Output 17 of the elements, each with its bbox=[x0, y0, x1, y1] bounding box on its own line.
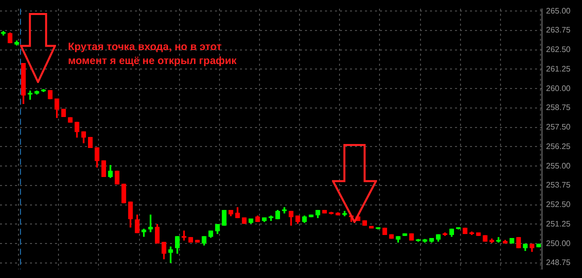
candlestick bbox=[148, 214, 153, 232]
y-tick-label: 265.00 bbox=[546, 6, 572, 16]
y-tick-label: 263.75 bbox=[546, 26, 572, 35]
y-tick-label: 260.00 bbox=[546, 84, 572, 93]
y-tick-label: 262.50 bbox=[546, 45, 572, 54]
y-tick-label: 255.00 bbox=[546, 161, 572, 170]
y-tick-label: 261.25 bbox=[546, 64, 572, 74]
y-tick-label: 257.50 bbox=[546, 122, 572, 132]
y-tick-label: 256.25 bbox=[546, 142, 572, 151]
annotation: Крутая точка входа, но в этот момент я ещё не открыл график bbox=[68, 40, 238, 68]
candlestick bbox=[182, 230, 186, 241]
y-tick-label: 258.75 bbox=[546, 103, 572, 112]
y-tick-label: 248.75 bbox=[546, 258, 572, 268]
y-tick-label: 252.50 bbox=[546, 200, 572, 210]
y-tick-label: 251.25 bbox=[546, 219, 572, 228]
y-tick-label: 250.00 bbox=[546, 238, 572, 248]
y-tick-label: 253.75 bbox=[546, 180, 572, 190]
